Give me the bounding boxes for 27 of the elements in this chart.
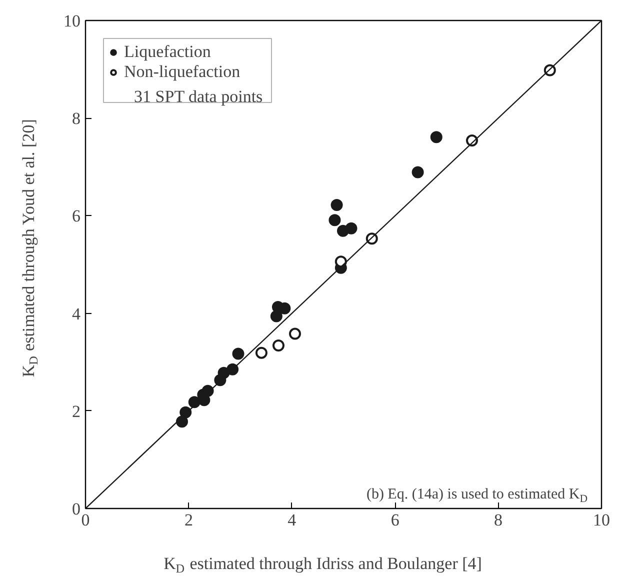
point (255, 346, 268, 359)
point (345, 222, 358, 234)
point (180, 406, 192, 418)
x-tick-label: 8 (494, 510, 503, 530)
legend-label: Non-liquefaction (124, 62, 240, 82)
y-tick-label: 2 (72, 402, 80, 421)
annotation: 31 SPT data points (134, 87, 263, 106)
point (430, 131, 442, 144)
y-tick-label: 8 (72, 109, 80, 128)
x-tick-label: 2 (184, 510, 193, 530)
point (202, 384, 214, 397)
point (330, 198, 343, 211)
y-tick-label: 10 (64, 12, 80, 30)
point (232, 348, 244, 360)
x-tick-label: 6 (390, 510, 400, 530)
point (272, 340, 284, 352)
point (270, 310, 282, 322)
point (226, 363, 239, 376)
x-tick-label: 10 (593, 510, 610, 530)
point (412, 166, 424, 178)
point (288, 328, 301, 340)
point (328, 214, 341, 226)
y-tick-label: 4 (72, 304, 81, 324)
y-axis-title: KD estimated through Youd et al. [20] (19, 119, 41, 378)
y-tick-label: 6 (72, 206, 80, 226)
legend-label: Liquefaction (124, 42, 211, 62)
x-tick-label: 4 (288, 510, 297, 530)
